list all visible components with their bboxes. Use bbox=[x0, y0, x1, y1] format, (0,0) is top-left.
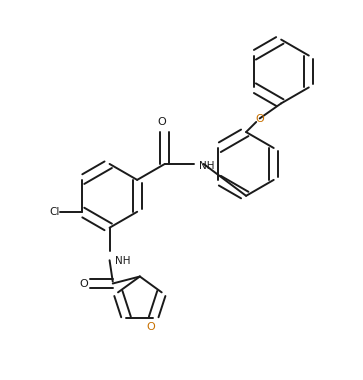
Text: O: O bbox=[255, 114, 264, 124]
Text: NH: NH bbox=[115, 256, 131, 266]
Text: NH: NH bbox=[199, 161, 214, 171]
Text: Cl: Cl bbox=[50, 207, 60, 217]
Text: O: O bbox=[147, 322, 155, 332]
Text: O: O bbox=[79, 279, 88, 288]
Text: O: O bbox=[157, 117, 166, 127]
